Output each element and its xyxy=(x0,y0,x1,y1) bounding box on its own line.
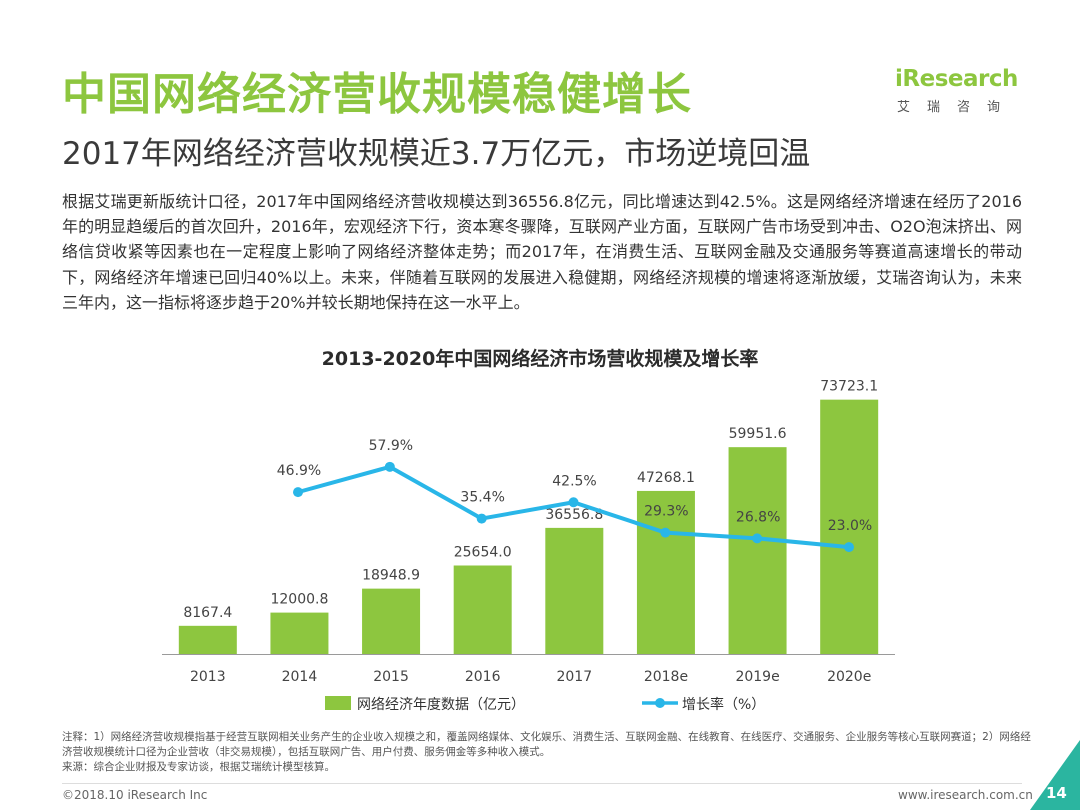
growth-point-4 xyxy=(660,527,671,538)
growth-label-2: 35.4% xyxy=(460,490,504,506)
copyright: ©2018.10 iResearch Inc xyxy=(62,788,208,802)
bar-2016 xyxy=(453,565,512,654)
growth-point-0 xyxy=(293,487,303,498)
chart-title: 2013-2020年中国网络经济市场营收规模及增长率 xyxy=(321,348,759,370)
notes: 注释：1）网络经济营收规模指基于经营互联网相关业务产生的企业收入规模之和，覆盖网… xyxy=(62,730,1032,775)
page-number: 14 xyxy=(1046,784,1067,802)
growth-point-3 xyxy=(568,497,579,508)
page-badge xyxy=(1030,740,1080,810)
bar-label-2016: 25654.0 xyxy=(454,544,512,560)
bar-2020e xyxy=(820,399,879,654)
growth-label-5: 26.8% xyxy=(736,509,780,525)
bar-label-2019e: 59951.6 xyxy=(729,426,787,442)
bar-label-2015: 18948.9 xyxy=(362,568,420,584)
website-link[interactable]: www.iresearch.com.cn xyxy=(898,788,1033,802)
legend-bar-swatch xyxy=(325,696,351,710)
bar-2013 xyxy=(178,625,237,654)
growth-point-2 xyxy=(476,513,487,524)
growth-point-5 xyxy=(752,533,763,544)
bar-label-2014: 12000.8 xyxy=(270,592,328,608)
x-tick-label-2018e: 2018e xyxy=(644,669,688,685)
logo-cn-text: 艾瑞咨询 xyxy=(897,100,1018,115)
growth-point-1 xyxy=(384,461,395,472)
growth-label-6: 23.0% xyxy=(828,518,872,534)
page-subtitle: 2017年网络经济营收规模近3.7万亿元，市场逆境回温 xyxy=(62,136,811,172)
footer-divider xyxy=(62,783,1022,784)
legend-line-marker xyxy=(655,698,665,708)
bar-2017 xyxy=(545,527,604,654)
page-title: 中国网络经济营收规模稳健增长 xyxy=(62,69,692,120)
logo-text: iResearch xyxy=(895,66,1018,92)
x-tick-label-2015: 2015 xyxy=(373,669,409,685)
legend-line-label: 增长率（%） xyxy=(682,696,765,713)
legend-bar-label: 网络经济年度数据（亿元） xyxy=(357,697,525,713)
bar-2019e xyxy=(728,447,787,654)
bar-label-2018e: 47268.1 xyxy=(637,470,695,486)
x-tick-label-2013: 2013 xyxy=(190,669,226,685)
combo-chart: 8167.4 2013 12000.8 2014 18948.9 2015 25654.0 2… xyxy=(162,380,895,713)
x-tick-label-2014: 2014 xyxy=(282,669,318,685)
x-tick-label-2016: 2016 xyxy=(465,669,501,685)
growth-label-3: 42.5% xyxy=(552,473,596,489)
bar-2014 xyxy=(270,612,329,654)
notes-line-1: 注释：1）网络经济营收规模指基于经营互联网相关业务产生的企业收入规模之和，覆盖网… xyxy=(62,731,1031,758)
notes-line-2: 来源：综合企业财报及专家访谈，根据艾瑞统计模型核算。 xyxy=(62,761,335,773)
iresearch-logo: iResearch 艾瑞咨询 xyxy=(895,66,1025,126)
growth-label-4: 29.3% xyxy=(644,504,688,520)
bar-2018e xyxy=(636,490,695,654)
body-paragraph: 根据艾瑞更新版统计口径，2017年中国网络经济营收规模达到36556.8亿元，同… xyxy=(62,192,1022,312)
bar-label-2020e: 73723.1 xyxy=(820,380,878,395)
x-tick-label-2019e: 2019e xyxy=(735,669,779,685)
x-tick-label-2017: 2017 xyxy=(556,669,592,685)
growth-point-6 xyxy=(844,542,854,553)
growth-label-0: 46.9% xyxy=(277,463,321,479)
x-tick-label-2020e: 2020e xyxy=(827,669,871,685)
bar-2015 xyxy=(362,588,421,654)
growth-label-1: 57.9% xyxy=(369,438,413,454)
bar-label-2013: 8167.4 xyxy=(183,605,232,621)
bar-label-2017: 36556.8 xyxy=(545,507,603,523)
